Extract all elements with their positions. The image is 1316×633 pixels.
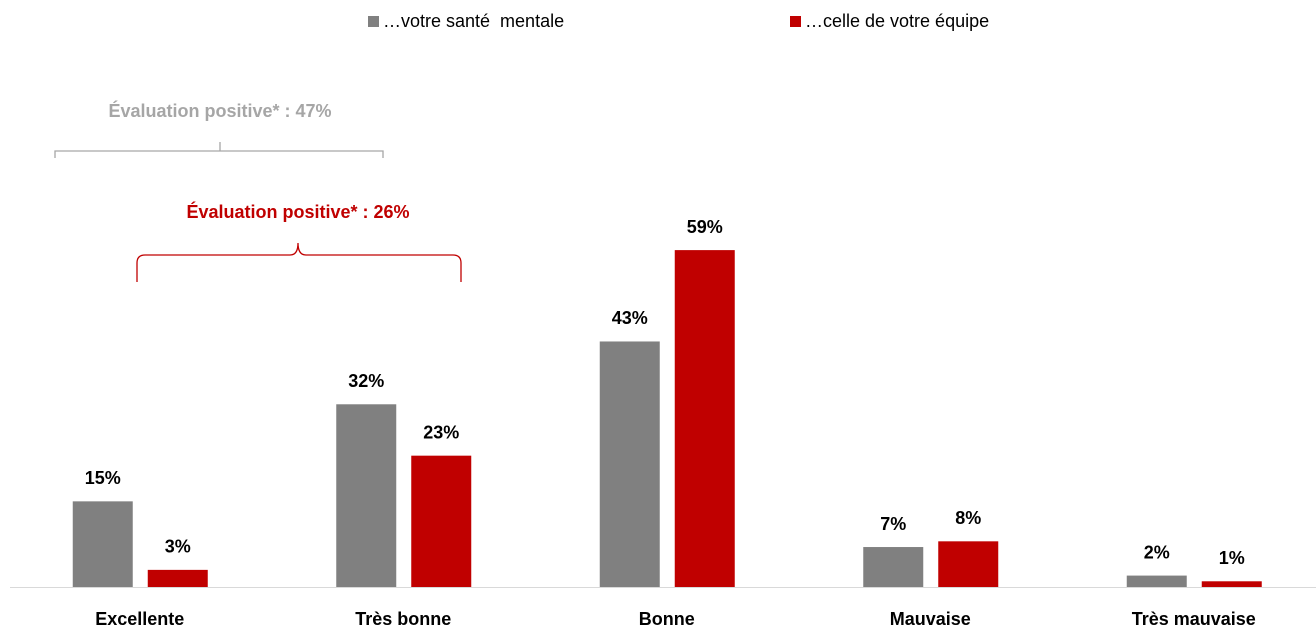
data-label: 7% [880, 514, 906, 534]
annotation: Évaluation positive* : 26% [186, 201, 409, 222]
bar [147, 569, 208, 587]
data-label: 15% [85, 468, 121, 488]
legend-swatch [790, 16, 801, 27]
bar [72, 501, 133, 587]
data-label: 1% [1219, 548, 1245, 568]
x-tick-label: Bonne [639, 609, 695, 629]
data-label: 8% [955, 508, 981, 528]
annotation: Évaluation positive* : 47% [108, 100, 331, 121]
data-label: 2% [1144, 542, 1170, 562]
x-tick-label: Mauvaise [890, 609, 971, 629]
bar [599, 341, 660, 587]
bracket [54, 142, 384, 158]
data-label: 32% [348, 371, 384, 391]
data-label: 43% [612, 308, 648, 328]
legend-label: …celle de votre équipe [805, 11, 989, 31]
data-label: 59% [687, 217, 723, 237]
x-tick-label: Très mauvaise [1132, 609, 1256, 629]
data-label: 3% [165, 537, 191, 557]
bar [411, 455, 472, 587]
x-tick-label: Très bonne [355, 609, 451, 629]
data-label: 23% [423, 422, 459, 442]
legend-swatch [368, 16, 379, 27]
bar [336, 404, 397, 587]
x-tick-label: Excellente [95, 609, 184, 629]
legend-label: …votre santé mentale [383, 11, 564, 31]
bar [674, 250, 735, 588]
bar [1201, 581, 1262, 587]
bar [938, 541, 999, 587]
bar [1126, 575, 1187, 587]
bracket [136, 242, 462, 282]
bar [863, 547, 924, 587]
